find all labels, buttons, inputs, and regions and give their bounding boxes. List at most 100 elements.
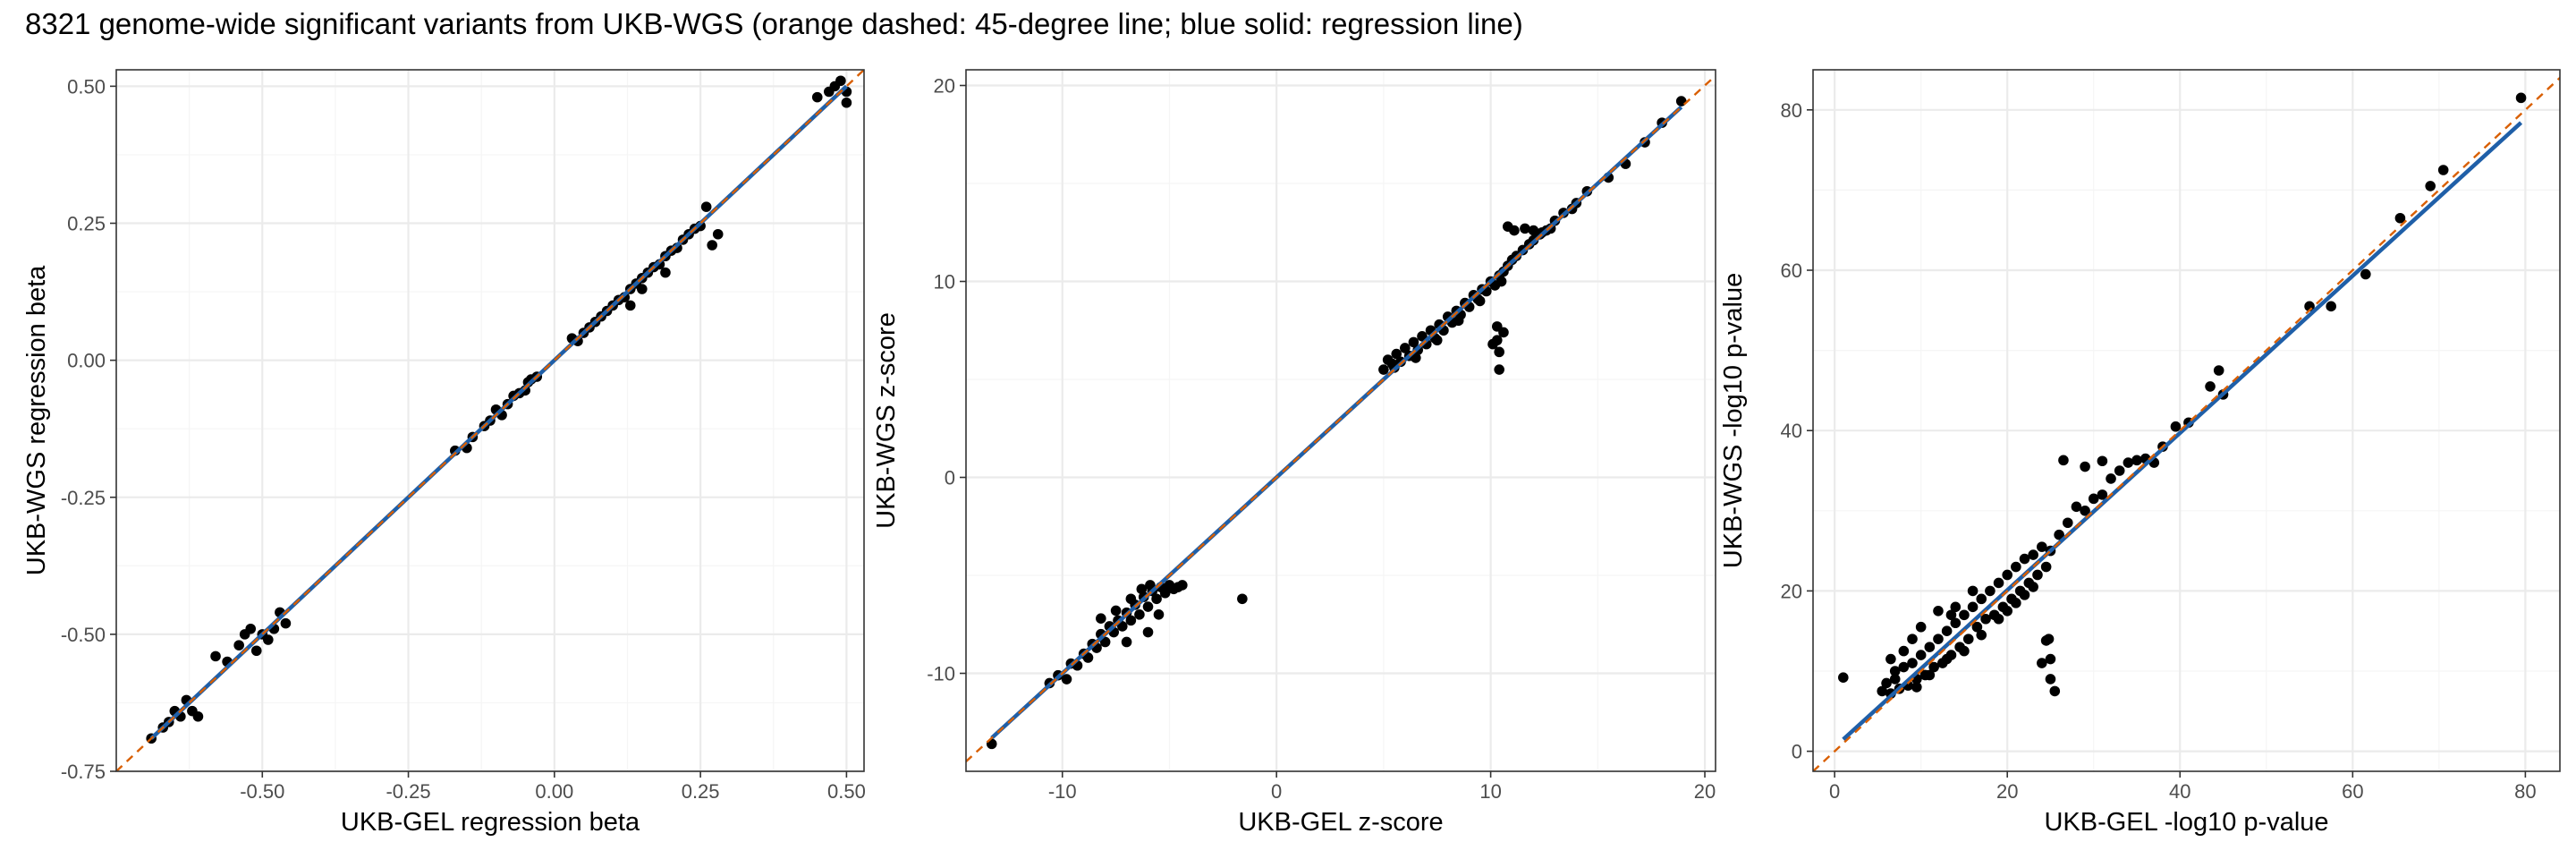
data-point <box>700 201 712 212</box>
regression-line <box>1842 121 2523 742</box>
data-point <box>1885 653 1896 665</box>
data-point <box>2131 455 2142 466</box>
data-point <box>1151 593 1162 605</box>
data-point <box>250 645 262 657</box>
data-point <box>637 284 648 294</box>
page-title: 8321 genome-wide significant variants fr… <box>25 7 1523 40</box>
x-tick-label: 10 <box>1479 780 1501 803</box>
data-point <box>1487 338 1498 350</box>
x-tick-label: 60 <box>2342 780 2363 803</box>
y-tick-label: 0 <box>945 467 955 489</box>
data-point <box>2213 365 2224 376</box>
data-point <box>2045 674 2056 685</box>
data-point <box>1453 315 1464 327</box>
x-tick-label: 20 <box>1694 780 1716 803</box>
x-tick-label: 0 <box>1829 780 1840 803</box>
data-point <box>2326 301 2336 312</box>
data-point <box>1933 606 1944 617</box>
data-point <box>2049 685 2061 697</box>
data-point <box>2425 181 2436 191</box>
data-point <box>1400 343 1411 353</box>
data-point <box>1915 621 1927 633</box>
y-tick-label: 20 <box>1781 580 1802 602</box>
data-point <box>2043 634 2055 644</box>
data-point <box>2205 381 2216 392</box>
data-point <box>1924 669 1936 681</box>
data-point <box>2097 489 2108 500</box>
data-point <box>245 623 257 634</box>
y-tick-label: -10 <box>927 663 955 685</box>
data-point <box>1945 609 1957 621</box>
data-point <box>2080 506 2090 516</box>
y-tick-label: 10 <box>934 271 955 293</box>
data-point <box>1520 223 1530 234</box>
data-point <box>1962 634 1974 644</box>
data-point <box>2019 590 2030 600</box>
plot-area <box>966 73 1716 763</box>
data-point <box>1976 629 1987 641</box>
data-point <box>1378 364 1389 375</box>
x-axis-label: UKB-GEL z-score <box>1238 808 1443 837</box>
data-point <box>1142 626 1154 638</box>
identity-line <box>966 73 1716 763</box>
y-tick-label: 80 <box>1781 99 1802 122</box>
panel-pvalue: 0 20 40 60 80 0 20 40 60 80 UKB-GEL -log10 p-value… <box>1719 69 2561 837</box>
data-point <box>2011 561 2021 573</box>
panel-zscore: -10 0 10 20 -10 0 10 20 UKB-GEL z-score UKB-WGS z… <box>872 69 1716 837</box>
data-point <box>707 240 717 251</box>
data-point <box>1177 580 1188 591</box>
panel-border <box>1812 69 2561 772</box>
data-point <box>1950 617 1962 629</box>
data-point <box>835 75 846 87</box>
y-axis-label: UKB-WGS z-score <box>872 312 901 529</box>
data-point <box>1877 685 1888 697</box>
data-point <box>2106 473 2116 484</box>
data-point <box>2019 553 2030 565</box>
x-axis-label: UKB-GEL -log10 p-value <box>2044 808 2328 837</box>
data-point <box>1061 674 1072 685</box>
data-point <box>2040 561 2052 573</box>
data-point <box>2062 517 2073 529</box>
y-axis-label: UKB-WGS regression beta <box>22 265 51 575</box>
y-tick-label: -0.75 <box>61 761 106 783</box>
data-point <box>1898 661 1910 673</box>
data-point <box>1509 225 1520 236</box>
data-point <box>2028 582 2038 592</box>
data-point <box>1142 601 1154 612</box>
y-tick-label: 0 <box>1792 741 1802 763</box>
x-tick-label: 20 <box>1996 780 2018 803</box>
data-point <box>1498 327 1509 338</box>
data-point <box>1496 276 1507 287</box>
data-point <box>2028 549 2038 560</box>
y-tick-label: -0.25 <box>61 487 106 509</box>
data-point <box>1980 613 1991 625</box>
data-point <box>1391 348 1402 360</box>
data-point <box>1159 587 1171 599</box>
plot-area <box>1813 76 2560 771</box>
data-point <box>1125 593 1137 605</box>
identity-line <box>1813 76 2560 771</box>
data-point <box>1950 601 1962 613</box>
y-tick-label: 0.00 <box>67 350 106 372</box>
data-point <box>233 640 244 651</box>
data-point <box>1408 336 1419 348</box>
data-point <box>263 634 274 645</box>
data-point <box>1907 634 1918 644</box>
x-tick-label: 40 <box>2169 780 2190 803</box>
data-point <box>210 651 221 662</box>
panel-beta: -0.50 -0.25 0.00 0.25 0.50 -0.75 -0.50 -0.25 0.0… <box>22 69 866 837</box>
x-tick-label: -0.25 <box>386 780 430 803</box>
data-point <box>1110 605 1122 617</box>
data-point <box>1928 661 1939 673</box>
data-point <box>1474 295 1486 307</box>
data-point <box>2088 493 2099 505</box>
data-point <box>1985 585 1996 597</box>
data-point <box>1993 613 2004 625</box>
data-point <box>2515 92 2527 104</box>
x-tick-label: 0.00 <box>535 780 573 803</box>
data-point <box>2045 653 2056 665</box>
data-point <box>1237 593 1248 605</box>
data-point <box>1145 580 1156 591</box>
data-point <box>2011 598 2021 608</box>
data-point <box>2032 569 2043 581</box>
